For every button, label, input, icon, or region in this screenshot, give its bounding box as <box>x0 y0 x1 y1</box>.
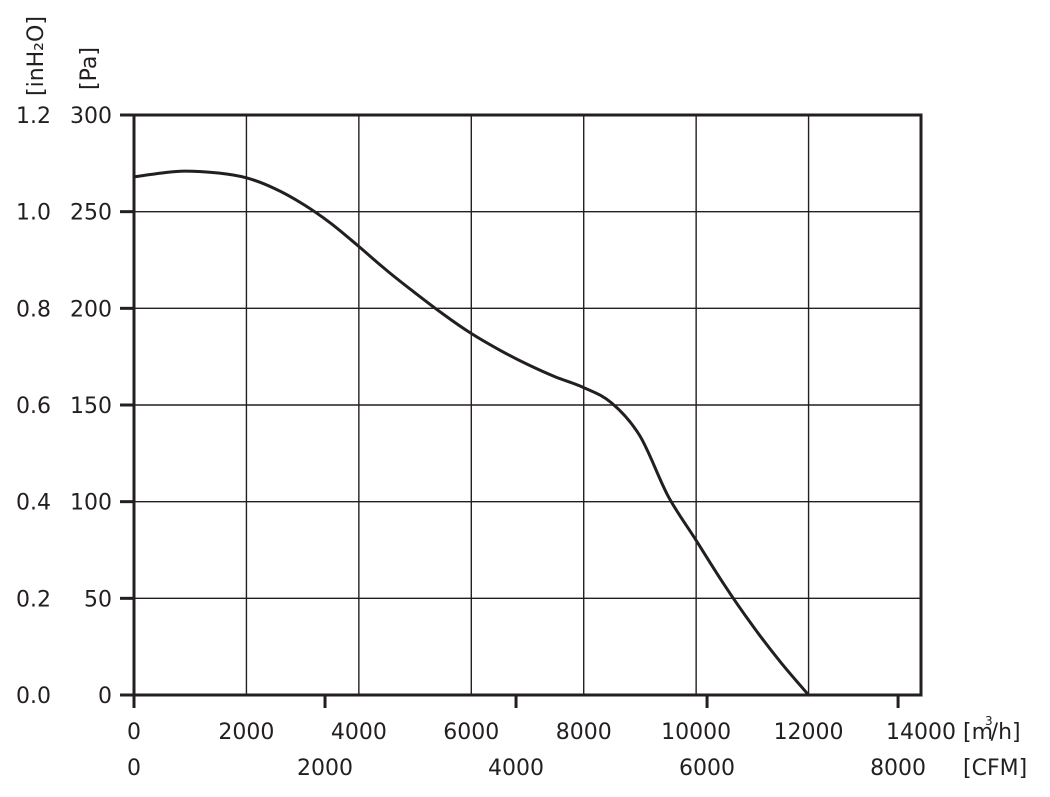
axis-ticks <box>120 113 900 708</box>
y-outer-tick-label: 0.8 <box>16 297 51 322</box>
x-primary-tick-label: 14000 <box>886 720 956 745</box>
x-primary-tick-label: 4000 <box>331 720 387 745</box>
y-inner-unit-label: [Pa] <box>77 47 102 90</box>
y-outer-tick-label: 0.2 <box>16 587 51 612</box>
x-primary-tick-label: 8000 <box>556 720 612 745</box>
y-outer-tick-label: 1.2 <box>16 104 51 129</box>
y-outer-tick-label: 0.4 <box>16 491 51 516</box>
x-secondary-tick-label: 8000 <box>870 756 926 781</box>
x-secondary-tick-label: 6000 <box>679 756 735 781</box>
x-secondary-unit-label: [CFM] <box>963 756 1027 781</box>
x-primary-tick-label: 0 <box>127 720 141 745</box>
y-inner-tick-label: 200 <box>70 297 112 322</box>
y-inner-tick-label: 250 <box>70 201 112 226</box>
x-primary-unit-label: [m3/h] <box>963 714 1021 745</box>
y-inner-tick-label: 50 <box>84 587 112 612</box>
y-outer-unit-label: [inH₂O] <box>24 16 49 96</box>
x-primary-tick-label: 6000 <box>443 720 499 745</box>
y-outer-tick-label: 0.6 <box>16 394 51 419</box>
x-primary-tick-label: 12000 <box>774 720 844 745</box>
x-primary-tick-label: 10000 <box>661 720 731 745</box>
y-inner-tick-label: 0 <box>98 684 112 709</box>
y-outer-tick-label: 1.0 <box>16 201 51 226</box>
y-inner-tick-label: 150 <box>70 394 112 419</box>
y-inner-tick-label: 100 <box>70 491 112 516</box>
x-secondary-tick-label: 2000 <box>297 756 353 781</box>
y-outer-tick-label: 0.0 <box>16 684 51 709</box>
axis-tick-labels: 0 2000 4000 6000 8000 10000 12000 1400030025020… <box>16 104 956 781</box>
x-secondary-tick-label: 4000 <box>488 756 544 781</box>
pressure-airflow-curve <box>132 169 811 697</box>
y-inner-tick-label: 300 <box>70 104 112 129</box>
grid-lines <box>134 115 921 695</box>
x-secondary-tick-label: 0 <box>127 756 141 781</box>
x-primary-tick-label: 2000 <box>218 720 274 745</box>
